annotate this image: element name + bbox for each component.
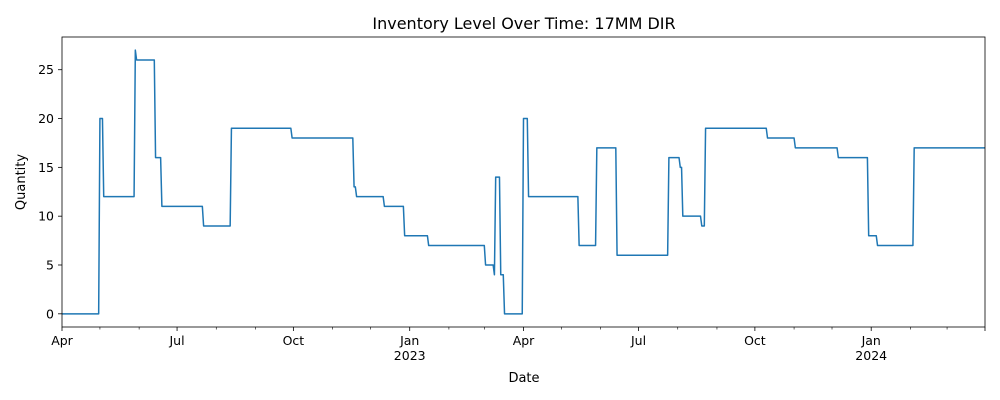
x-tick-label: Apr	[51, 333, 73, 348]
y-tick-label: 0	[46, 306, 54, 321]
y-tick-label: 5	[46, 257, 54, 272]
x-tick-year-label: 2023	[394, 348, 426, 363]
y-axis-ticks: 0 5 10 15 20 25	[38, 62, 62, 321]
chart-title: Inventory Level Over Time: 17MM DIR	[372, 14, 675, 33]
x-tick-label: Apr	[513, 333, 535, 348]
x-tick-label: Oct	[744, 333, 766, 348]
x-tick-year-label: 2024	[855, 348, 887, 363]
y-tick-label: 10	[38, 209, 54, 224]
x-tick-label: Jul	[169, 333, 185, 348]
x-tick-label: Oct	[283, 333, 305, 348]
y-tick-label: 15	[38, 160, 54, 175]
y-tick-label: 20	[38, 111, 54, 126]
y-axis-label: Quantity	[14, 154, 29, 210]
plot-area	[61, 36, 986, 328]
x-tick-label: Jan	[399, 333, 419, 348]
x-axis-label: Date	[508, 371, 539, 386]
y-tick-label: 25	[38, 62, 54, 77]
x-tick-label: Jan	[861, 333, 881, 348]
series-line	[62, 49, 985, 315]
x-tick-label: Jul	[630, 333, 646, 348]
